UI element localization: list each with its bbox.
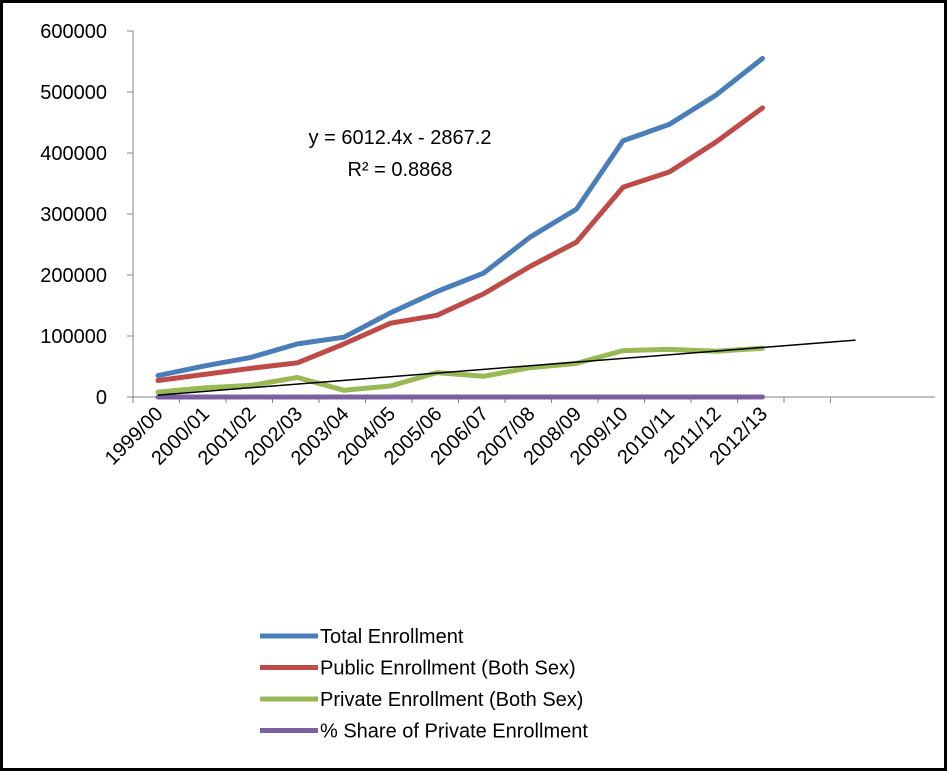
y-tick-label: 100000 — [40, 326, 107, 348]
y-tick-label: 400000 — [40, 143, 107, 165]
linear-trendline — [157, 339, 856, 396]
y-axis-tick-labels: 0 100000 200000 300000 400000 500000 600000 — [40, 21, 107, 409]
legend-label-2: Public Enrollment (Both Sex) — [320, 658, 576, 680]
series-line-2 — [155, 105, 765, 383]
series-line-1 — [155, 55, 765, 379]
y-tick-label: 200000 — [40, 265, 107, 287]
series-line-3 — [155, 345, 765, 395]
legend-label-4: % Share of Private Enrollment — [320, 721, 588, 743]
y-tick-label: 600000 — [40, 21, 107, 43]
legend: Total Enrollment Public Enrollment (Both … — [260, 626, 588, 743]
y-tick-label: 500000 — [40, 82, 107, 104]
series-lines — [155, 55, 765, 400]
trendline-r-squared: R² = 0.8868 — [347, 159, 452, 181]
trendline-group: y = 6012.4x - 2867.2 R² = 0.8868 — [157, 127, 856, 396]
legend-label-1: Total Enrollment — [320, 626, 464, 648]
legend-label-3: Private Enrollment (Both Sex) — [320, 689, 583, 711]
trendline-equation: y = 6012.4x - 2867.2 — [309, 127, 492, 149]
y-tick-label: 300000 — [40, 204, 107, 226]
y-tick-label: 0 — [96, 387, 107, 409]
